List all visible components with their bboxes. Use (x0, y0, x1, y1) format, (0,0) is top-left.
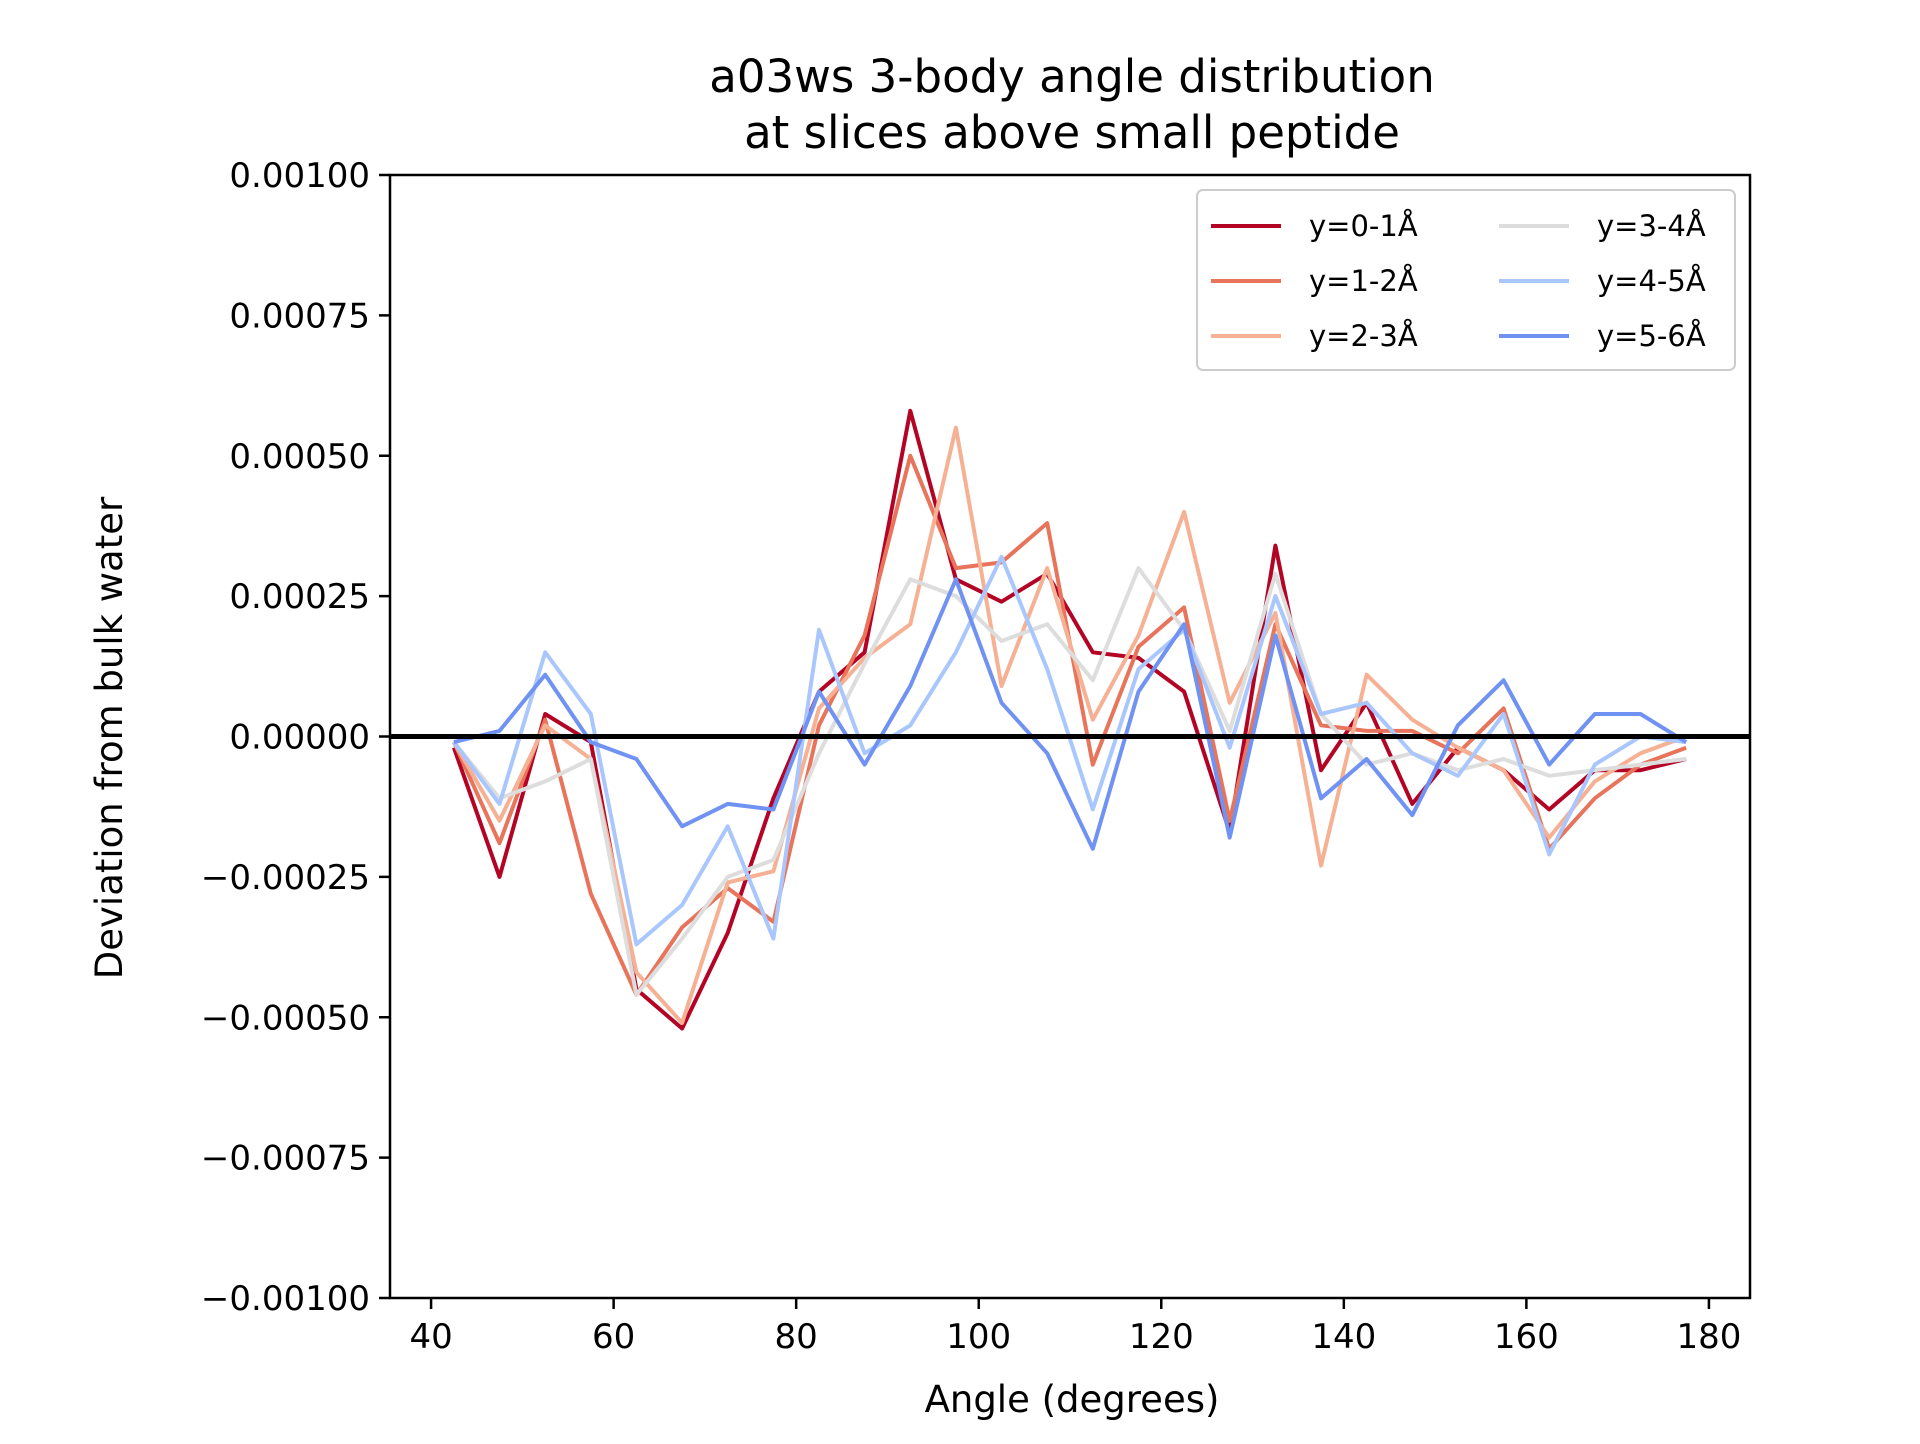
y-tick-label: 0.00025 (229, 577, 370, 617)
y-tick-label: −0.00075 (201, 1139, 370, 1179)
legend-label-5: y=4-5Å (1597, 264, 1706, 298)
series-line-3 (452, 425, 1687, 1025)
x-tick-label: 40 (409, 1317, 452, 1357)
x-tick-label: 120 (1129, 1317, 1194, 1357)
y-axis-label: Deviation from bulk water (88, 496, 131, 979)
chart-title: a03ws 3-body angle distribution (709, 50, 1434, 103)
legend-label-1: y=0-1Å (1309, 209, 1418, 243)
legend-label-4: y=3-4Å (1597, 209, 1706, 243)
y-tick-label: 0.00050 (229, 437, 370, 477)
y-tick-label: 0.00000 (229, 718, 370, 758)
legend-label-2: y=1-2Å (1309, 264, 1418, 298)
x-tick-label: 100 (946, 1317, 1011, 1357)
y-tick-label: 0.00075 (229, 296, 370, 336)
legend-box (1196, 189, 1736, 371)
x-tick-label: 160 (1494, 1317, 1559, 1357)
x-tick-label: 180 (1676, 1317, 1741, 1357)
legend-label-3: y=2-3Å (1309, 319, 1418, 353)
x-tick-label: 60 (592, 1317, 635, 1357)
x-tick-label: 80 (775, 1317, 818, 1357)
legend-label-6: y=5-6Å (1597, 319, 1706, 353)
chart-subtitle: at slices above small peptide (744, 106, 1400, 159)
y-tick-label: −0.00025 (201, 858, 370, 898)
x-tick-label: 140 (1311, 1317, 1376, 1357)
y-tick-label: −0.00050 (201, 998, 370, 1038)
y-tick-label: 0.00100 (229, 156, 370, 196)
series-line-6 (453, 577, 1688, 851)
series-line-5 (452, 554, 1687, 947)
plot-area: 40 60 80 100 120 140 160 180 0.00100 0.00075 0.000… (201, 156, 1752, 1357)
y-tick-label: −0.00100 (201, 1279, 370, 1319)
series-line-4 (452, 566, 1687, 997)
x-axis-label: Angle (degrees) (925, 1378, 1220, 1421)
